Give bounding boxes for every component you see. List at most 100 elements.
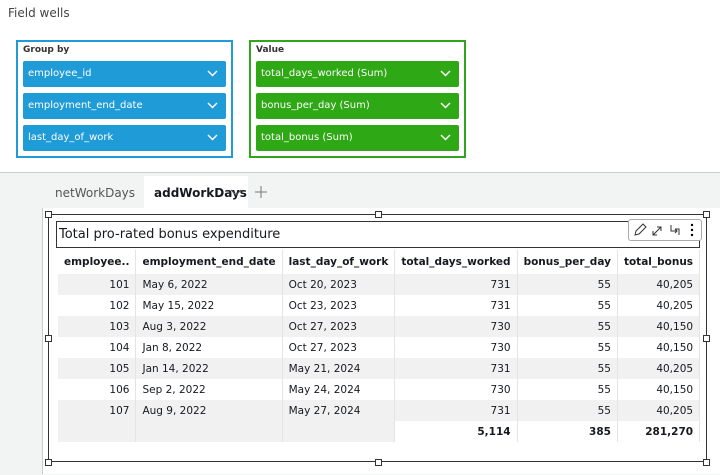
value-well: Value total_days_worked (Sum) bonus_per_d… — [249, 40, 466, 158]
cell: 105 — [58, 358, 137, 379]
column-header: employee.. — [58, 250, 137, 274]
header-title: Field wells — [8, 6, 70, 20]
visual-title: Total pro-rated bonus expenditure — [56, 221, 700, 248]
column-header: employment_end_date — [135, 250, 283, 274]
cell: 40,205 — [617, 295, 701, 316]
cell: 55 — [517, 274, 618, 295]
cell: Jan 8, 2022 — [135, 337, 283, 358]
chevron — [207, 134, 218, 141]
cell: 731 — [394, 400, 518, 421]
tab-label: addWorkDays — [154, 186, 247, 200]
field-label: last_day_of_work — [28, 132, 114, 143]
cell: Aug 3, 2022 — [135, 316, 283, 337]
table-row: 107 Aug 9, 2022 May 27, 2024 731 55 40,205 — [58, 400, 701, 421]
cell — [135, 421, 283, 442]
title-text: Total pro-rated bonus expenditure — [59, 227, 281, 242]
cell: 107 — [58, 400, 137, 421]
cell: 103 — [58, 316, 137, 337]
cell — [58, 421, 137, 442]
field-pill[interactable]: total_days_worked (Sum) — [256, 61, 459, 87]
cell: 55 — [517, 337, 618, 358]
field-pill[interactable]: total_bonus (Sum) — [256, 125, 459, 151]
cell: 55 — [517, 400, 618, 421]
handle — [703, 211, 710, 218]
handle — [375, 211, 382, 218]
cell: 40,205 — [617, 400, 701, 421]
cell: 102 — [58, 295, 137, 316]
cell: May 6, 2022 — [135, 274, 283, 295]
chevron — [230, 189, 242, 196]
cell: May 24, 2024 — [282, 379, 396, 400]
handle — [45, 211, 52, 218]
cell: 40,205 — [617, 358, 701, 379]
chevron — [207, 102, 218, 109]
cell: Oct 27, 2023 — [282, 337, 396, 358]
column-header: total_bonus — [617, 250, 701, 274]
table-row: 105 Jan 14, 2022 May 21, 2024 731 55 40,205 — [58, 358, 701, 379]
cell: 55 — [517, 358, 618, 379]
cell: 101 — [58, 274, 137, 295]
column-header: last_day_of_work — [282, 250, 396, 274]
cell: 730 — [394, 316, 518, 337]
header-row: employee.. employment_end_date last_day_of… — [58, 250, 701, 274]
cell: 55 — [517, 316, 618, 337]
field-pill[interactable]: employee_id — [23, 61, 226, 87]
cell: 730 — [394, 379, 518, 400]
chevron — [440, 102, 451, 109]
cell — [282, 421, 396, 442]
cell: 731 — [394, 358, 518, 379]
field-label: employee_id — [28, 68, 92, 79]
chevron — [207, 70, 218, 77]
chevron — [440, 70, 451, 77]
cell: May 15, 2022 — [135, 295, 283, 316]
tab[interactable]: netWorkDays — [55, 186, 136, 200]
cell: 104 — [58, 337, 137, 358]
cell: May 21, 2024 — [282, 358, 396, 379]
handle — [45, 459, 52, 466]
cell: Oct 20, 2023 — [282, 274, 396, 295]
cell: Jan 14, 2022 — [135, 358, 283, 379]
field-label: total_days_worked (Sum) — [261, 68, 388, 79]
total-cell: 385 — [517, 421, 618, 442]
table-row: 101 May 6, 2022 Oct 20, 2023 731 55 40,205 — [58, 274, 701, 295]
cell: Aug 9, 2022 — [135, 400, 283, 421]
cell: 40,150 — [617, 337, 701, 358]
field-pill[interactable]: employment_end_date — [23, 93, 226, 119]
table-row: 104 Jan 8, 2022 Oct 27, 2023 730 55 40,150 — [58, 337, 701, 358]
visual-menu[interactable] — [628, 219, 702, 241]
table-row: 102 May 15, 2022 Oct 23, 2023 731 55 40,205 — [58, 295, 701, 316]
table-row: 106 Sep 2, 2022 May 24, 2024 730 55 40,150 — [58, 379, 701, 400]
cell: Oct 27, 2023 — [282, 316, 396, 337]
field-label: bonus_per_day (Sum) — [261, 100, 370, 111]
cell: 40,150 — [617, 379, 701, 400]
cell: Oct 23, 2023 — [282, 295, 396, 316]
column-header: bonus_per_day — [517, 250, 618, 274]
total-cell: 5,114 — [394, 421, 518, 442]
well-label: Value — [256, 45, 285, 55]
add-tab[interactable] — [255, 186, 267, 198]
handle — [45, 335, 52, 342]
data-table: employee.. employment_end_date last_day_of… — [58, 250, 701, 442]
chevron — [440, 134, 451, 141]
handle — [375, 459, 382, 466]
cell: 731 — [394, 295, 518, 316]
total-row: 5,114 385 281,270 — [58, 421, 701, 442]
field-pill[interactable]: last_day_of_work — [23, 125, 226, 151]
field-label: employment_end_date — [28, 100, 143, 111]
cell: 106 — [58, 379, 137, 400]
total-cell: 281,270 — [617, 421, 701, 442]
field-label: total_bonus (Sum) — [261, 132, 353, 143]
cell: 40,205 — [617, 274, 701, 295]
tab-active[interactable]: addWorkDays — [144, 176, 248, 208]
well-label: Group by — [23, 45, 70, 55]
cell: May 27, 2024 — [282, 400, 396, 421]
column-header: total_days_worked — [394, 250, 518, 274]
cell: 55 — [517, 379, 618, 400]
cell: 730 — [394, 337, 518, 358]
cell: Sep 2, 2022 — [135, 379, 283, 400]
handle — [703, 335, 710, 342]
cell: 40,150 — [617, 316, 701, 337]
field-pill[interactable]: bonus_per_day (Sum) — [256, 93, 459, 119]
